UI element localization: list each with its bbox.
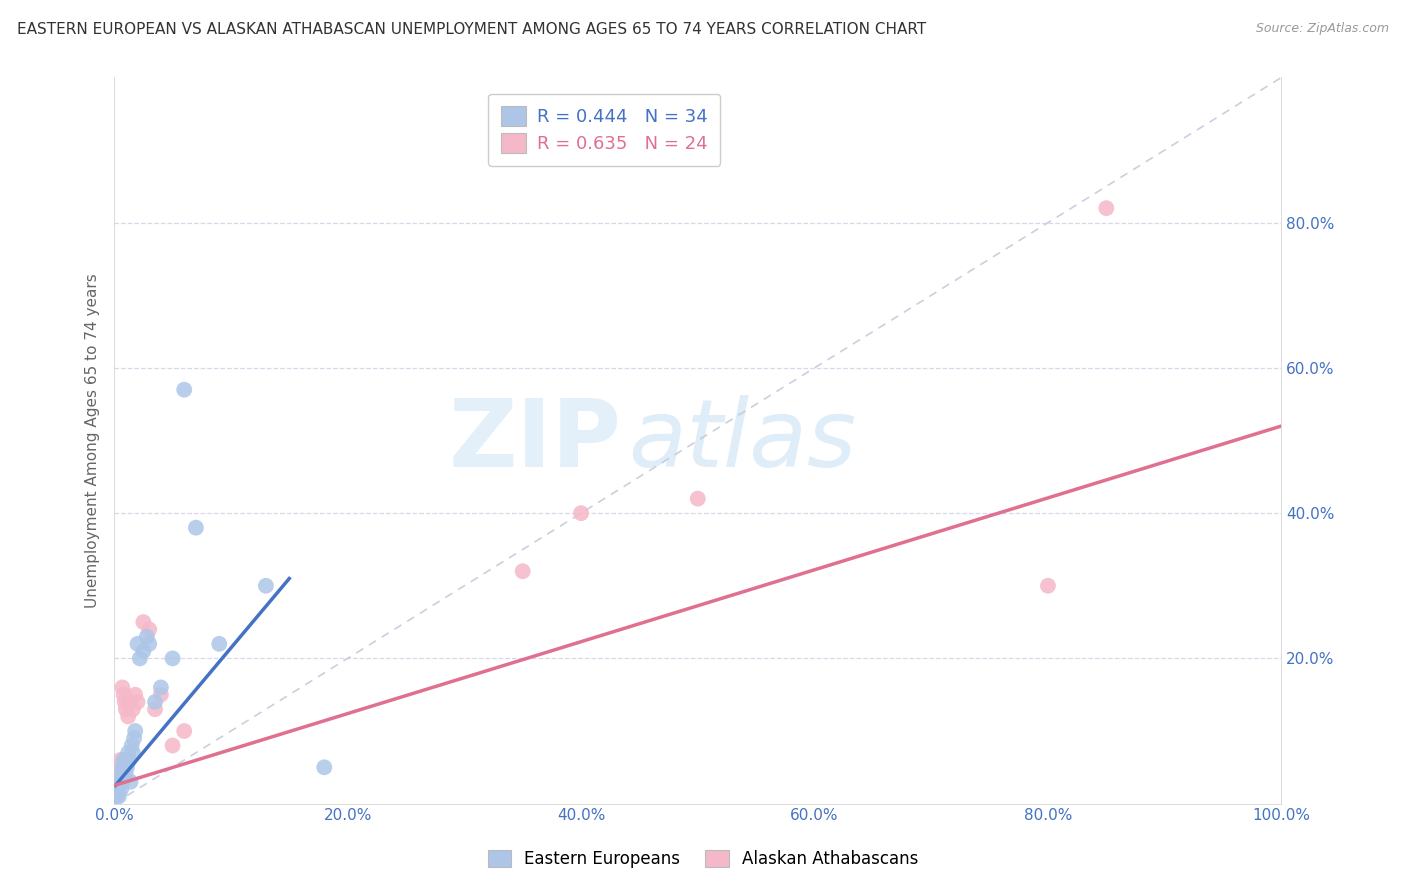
Legend: R = 0.444   N = 34, R = 0.635   N = 24: R = 0.444 N = 34, R = 0.635 N = 24	[488, 94, 720, 166]
Point	[122, 731, 145, 746]
Point	[138, 637, 160, 651]
Point	[149, 681, 172, 695]
Point	[112, 753, 135, 767]
Point	[569, 506, 592, 520]
Point	[118, 753, 141, 767]
Point	[115, 760, 138, 774]
Point	[127, 637, 149, 651]
Point	[114, 760, 136, 774]
Point	[124, 724, 146, 739]
Point	[121, 702, 143, 716]
Legend: Eastern Europeans, Alaskan Athabascans: Eastern Europeans, Alaskan Athabascans	[479, 842, 927, 877]
Point	[121, 739, 143, 753]
Point	[108, 789, 131, 804]
Point	[143, 695, 166, 709]
Point	[314, 760, 336, 774]
Point	[121, 746, 143, 760]
Point	[208, 637, 231, 651]
Point	[120, 695, 142, 709]
Point	[512, 564, 534, 578]
Point	[132, 615, 155, 629]
Point	[162, 739, 184, 753]
Point	[127, 695, 149, 709]
Point	[111, 760, 134, 774]
Point	[108, 767, 131, 781]
Point	[1036, 579, 1059, 593]
Point	[105, 760, 128, 774]
Point	[108, 753, 131, 767]
Point	[117, 746, 139, 760]
Point	[138, 623, 160, 637]
Point	[110, 767, 132, 781]
Point	[111, 681, 134, 695]
Point	[124, 688, 146, 702]
Point	[115, 753, 138, 767]
Point	[132, 644, 155, 658]
Point	[143, 702, 166, 716]
Point	[115, 702, 138, 716]
Text: ZIP: ZIP	[449, 394, 621, 486]
Point	[105, 789, 128, 804]
Point	[128, 651, 150, 665]
Point	[108, 774, 131, 789]
Text: Source: ZipAtlas.com: Source: ZipAtlas.com	[1256, 22, 1389, 36]
Point	[107, 782, 129, 797]
Y-axis label: Unemployment Among Ages 65 to 74 years: Unemployment Among Ages 65 to 74 years	[86, 273, 100, 608]
Point	[120, 774, 142, 789]
Point	[184, 521, 207, 535]
Point	[117, 709, 139, 723]
Point	[111, 774, 134, 789]
Point	[173, 724, 195, 739]
Point	[112, 767, 135, 781]
Point	[173, 383, 195, 397]
Point	[115, 767, 138, 781]
Point	[112, 688, 135, 702]
Text: atlas: atlas	[627, 395, 856, 486]
Point	[686, 491, 709, 506]
Point	[162, 651, 184, 665]
Point	[149, 688, 172, 702]
Point	[254, 579, 277, 593]
Point	[110, 774, 132, 789]
Point	[135, 630, 157, 644]
Point	[1095, 201, 1118, 215]
Text: EASTERN EUROPEAN VS ALASKAN ATHABASCAN UNEMPLOYMENT AMONG AGES 65 TO 74 YEARS CO: EASTERN EUROPEAN VS ALASKAN ATHABASCAN U…	[17, 22, 927, 37]
Point	[114, 695, 136, 709]
Point	[110, 782, 132, 797]
